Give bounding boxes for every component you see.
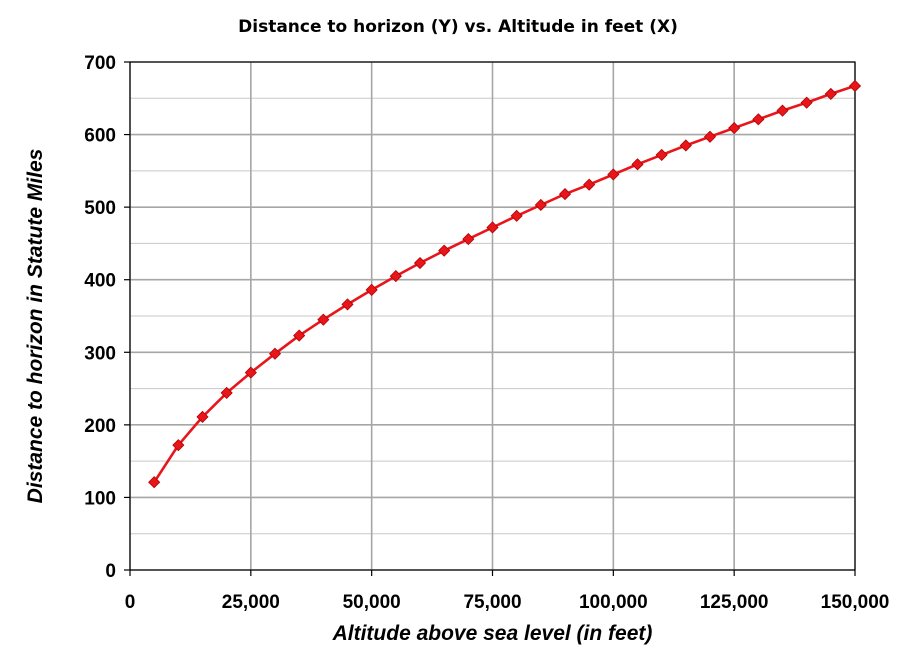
data-point-marker xyxy=(413,256,427,270)
data-point-marker xyxy=(607,168,620,181)
data-point-marker xyxy=(655,148,668,161)
series-layer xyxy=(148,79,862,489)
x-tick-label: 50,000 xyxy=(343,592,401,613)
y-axis-ticks: 0 100 200 300 400 500 600 700 xyxy=(84,53,130,582)
x-tick-label: 75,000 xyxy=(463,592,521,613)
x-axis-label: Altitude above sea level (in feet) xyxy=(332,622,653,645)
data-point-marker xyxy=(462,233,475,246)
x-tick-label: 0 xyxy=(125,592,136,613)
data-point-marker xyxy=(244,366,257,379)
data-point-marker xyxy=(172,439,185,452)
grid-lines xyxy=(129,61,856,571)
data-point-marker xyxy=(728,121,741,135)
data-point-marker xyxy=(703,130,717,143)
data-point-marker xyxy=(800,96,813,109)
series-line xyxy=(153,84,856,483)
data-point-marker xyxy=(365,283,378,296)
y-tick-label: 600 xyxy=(84,126,116,147)
data-point-marker xyxy=(389,270,402,283)
y-tick-label: 300 xyxy=(84,343,116,364)
x-tick-label: 150,000 xyxy=(821,592,890,613)
data-point-marker xyxy=(631,158,644,171)
data-point-marker xyxy=(196,410,209,423)
y-tick-label: 0 xyxy=(105,561,116,582)
x-tick-label: 25,000 xyxy=(222,592,280,613)
x-axis-ticks: 0 25,000 50,000 75,000 100,000 125,000 150,000 xyxy=(125,570,890,613)
y-axis-label: Distance to horizon in Statute Miles xyxy=(24,149,47,504)
data-point-marker xyxy=(341,298,354,311)
data-point-marker xyxy=(438,244,451,257)
y-tick-label: 200 xyxy=(84,416,116,437)
data-point-marker xyxy=(293,329,306,342)
data-point-marker xyxy=(220,386,233,399)
data-point-marker xyxy=(534,198,547,212)
data-point-marker xyxy=(268,347,282,360)
data-point-marker xyxy=(752,113,765,126)
data-point-marker xyxy=(848,79,862,93)
y-tick-label: 700 xyxy=(84,53,116,74)
y-tick-label: 500 xyxy=(84,198,116,219)
x-tick-label: 125,000 xyxy=(700,592,769,613)
data-point-marker xyxy=(486,221,499,234)
x-tick-label: 100,000 xyxy=(579,592,648,613)
data-point-marker xyxy=(510,209,523,222)
data-point-marker xyxy=(317,313,330,326)
data-point-marker xyxy=(583,178,596,191)
y-tick-label: 400 xyxy=(84,271,116,292)
data-point-marker xyxy=(679,139,692,152)
data-point-marker xyxy=(148,476,161,489)
chart-title: Distance to horizon (Y) vs. Altitude in … xyxy=(238,17,678,37)
y-tick-label: 100 xyxy=(84,488,116,509)
data-point-marker xyxy=(558,188,572,201)
data-point-marker xyxy=(824,87,837,100)
data-point-marker xyxy=(776,104,789,117)
